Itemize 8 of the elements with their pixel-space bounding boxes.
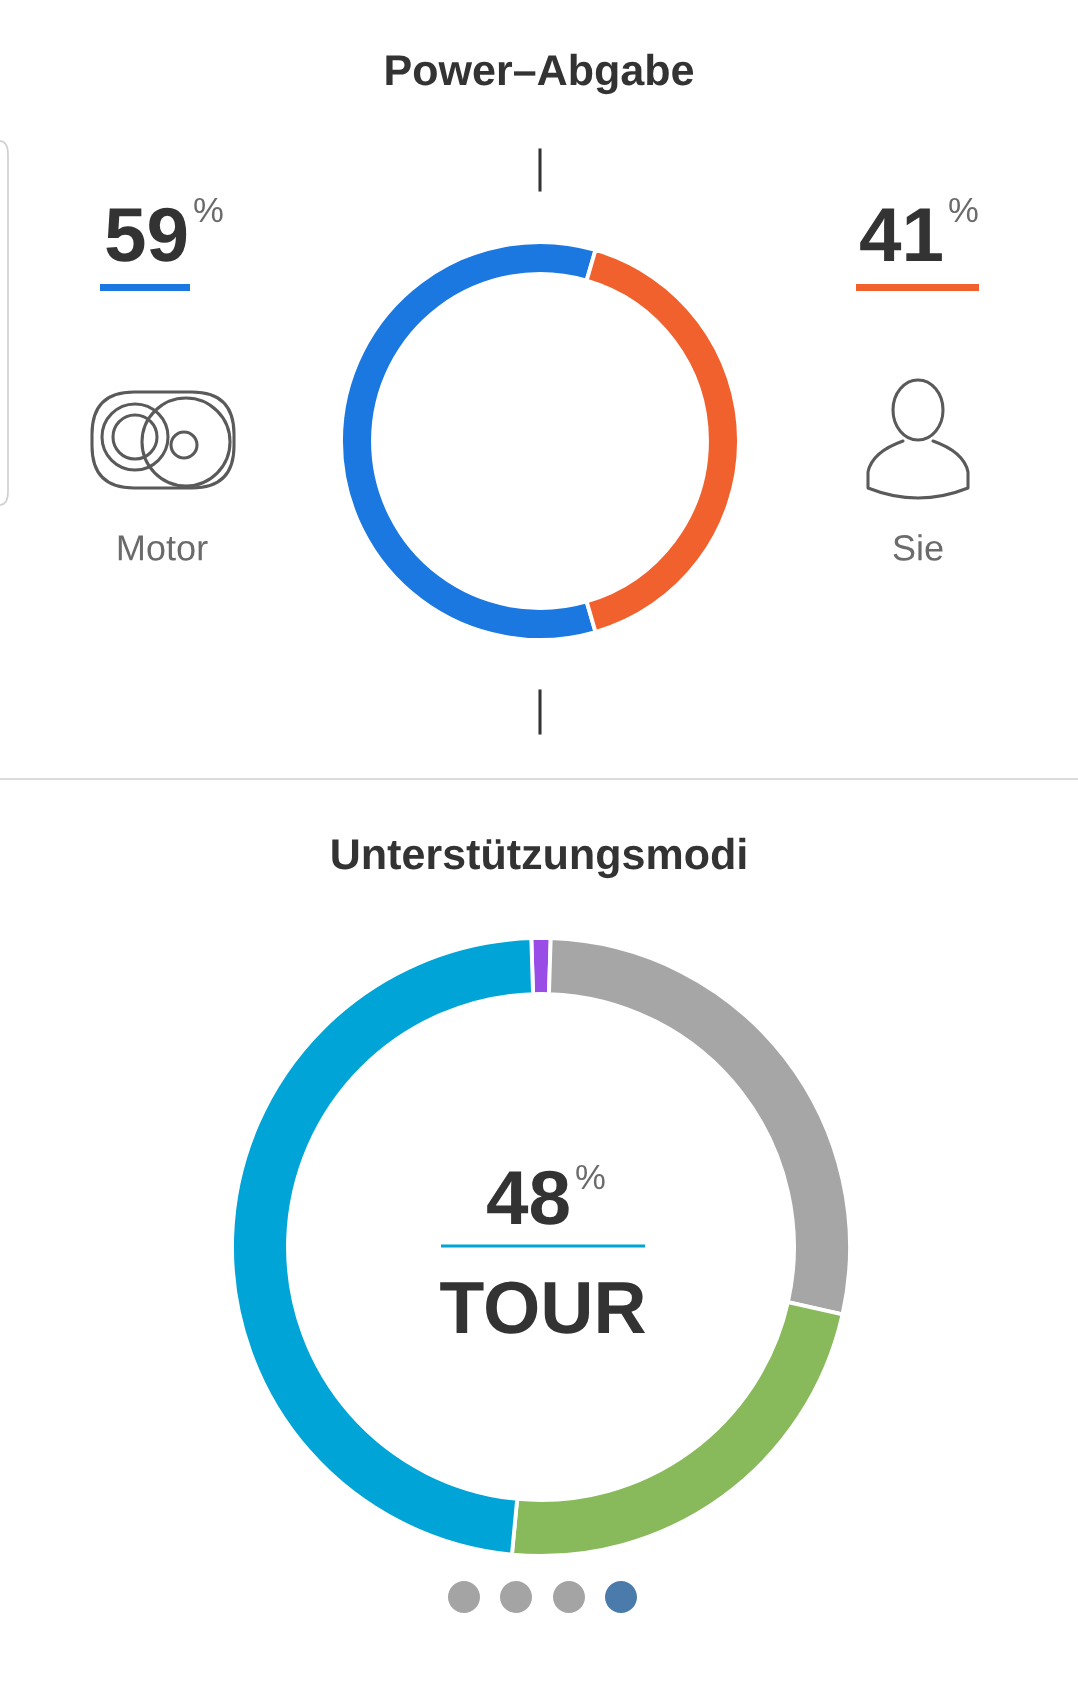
chart-title: Power–Abgabe bbox=[386, 53, 694, 95]
data-label: 41% bbox=[860, 197, 978, 261]
slice-label: Motor bbox=[118, 535, 208, 561]
data-label: 59% bbox=[106, 197, 223, 262]
legend-label: TOUR bbox=[440, 1281, 646, 1334]
data-label: 48% bbox=[487, 1164, 605, 1225]
slice-label: Sie bbox=[893, 534, 943, 561]
chart-title: Unterstützungsmodi bbox=[332, 837, 746, 879]
